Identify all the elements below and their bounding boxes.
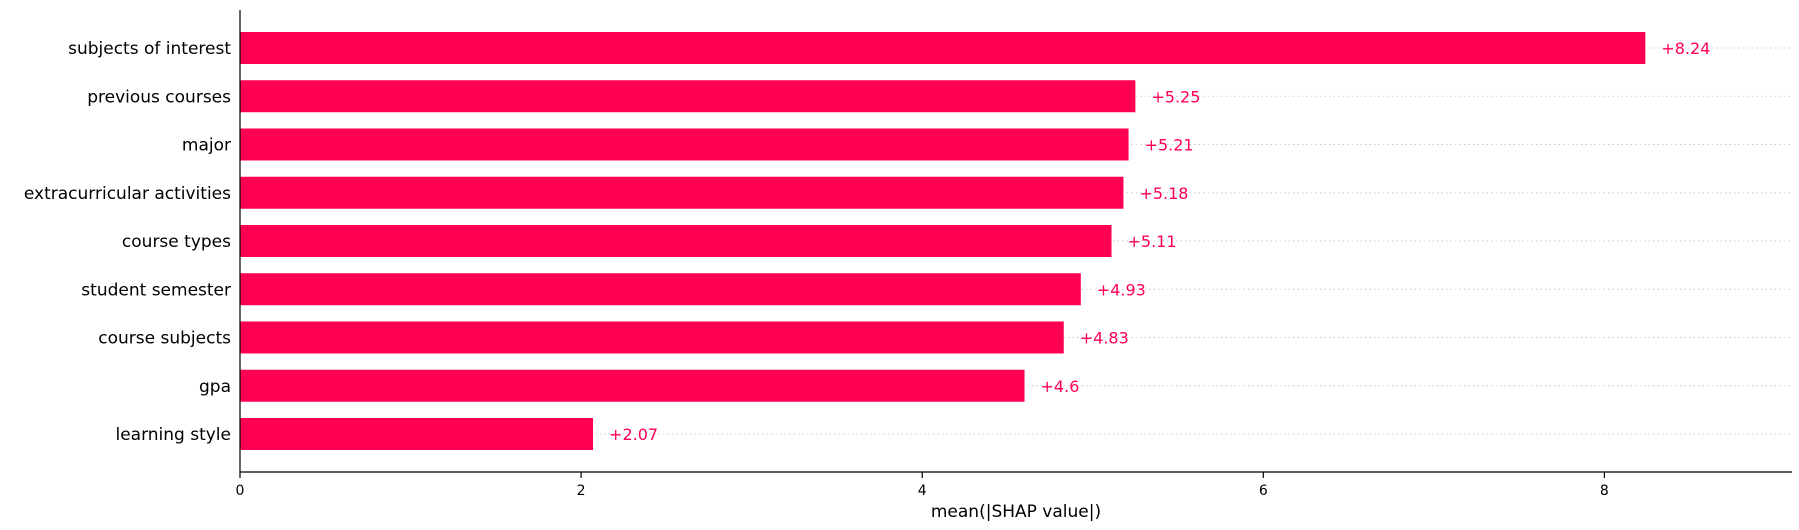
- value-label: +5.18: [1139, 184, 1188, 203]
- category-label: major: [182, 136, 231, 156]
- category-label: subjects of interest: [68, 39, 231, 59]
- value-label: +5.25: [1151, 87, 1200, 106]
- bars-group: [240, 32, 1646, 450]
- value-label: +5.11: [1128, 232, 1177, 251]
- bar: [240, 321, 1064, 354]
- value-labels: +8.24 +5.25 +5.21 +5.18 +5.11 +4.93 +4.83 +4.6 +…: [609, 39, 1710, 444]
- category-labels: subjects of interest previous courses majo…: [24, 39, 231, 445]
- category-label: extracurricular activities: [24, 184, 231, 204]
- x-tick-label: 4: [918, 483, 927, 499]
- category-label: course subjects: [98, 329, 231, 349]
- x-tick-label: 0: [236, 483, 245, 499]
- x-tick-label: 6: [1259, 483, 1268, 499]
- bar: [240, 225, 1112, 257]
- bar: [240, 369, 1025, 402]
- value-label: +4.6: [1041, 377, 1080, 396]
- bar: [240, 273, 1081, 306]
- category-label: previous courses: [87, 87, 231, 107]
- x-tick-label: 2: [577, 483, 586, 499]
- value-label: +2.07: [609, 425, 658, 444]
- value-label: +5.21: [1145, 136, 1194, 155]
- x-axis-title: mean(|SHAP value|): [931, 502, 1101, 522]
- category-label: learning style: [115, 425, 231, 445]
- bar: [240, 128, 1129, 161]
- bar: [240, 176, 1124, 209]
- value-label: +4.83: [1080, 329, 1129, 348]
- bar: [240, 32, 1646, 64]
- category-label: student semester: [81, 280, 231, 300]
- value-label: +8.24: [1661, 39, 1710, 58]
- category-label: gpa: [199, 377, 231, 397]
- value-label: +4.93: [1097, 280, 1146, 299]
- x-axis-ticks: 0 2 4 6 8: [236, 472, 1609, 499]
- category-label: course types: [122, 232, 231, 252]
- x-tick-label: 8: [1600, 483, 1609, 499]
- bar: [240, 80, 1136, 113]
- bar: [240, 418, 594, 450]
